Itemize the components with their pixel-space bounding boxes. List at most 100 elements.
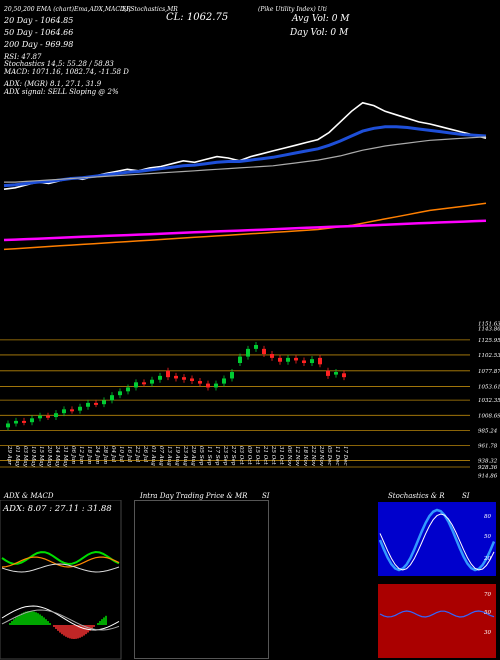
date-axis: 29 Apr 01 May 03 May 10 May 15 May 20 May 24 M… [6, 445, 348, 468]
long-ma-line [3, 219, 487, 242]
candle-body [318, 357, 322, 365]
date-label: 04 Jul [110, 446, 116, 462]
date-label: 29 Aug [190, 445, 196, 466]
date-label: 10 May [30, 446, 36, 468]
adx-readout: ADX: 8.07 : 27.11 : 31.88 [2, 504, 112, 514]
candle-body [78, 406, 82, 411]
candle-body [342, 373, 346, 378]
rsi-label: RSI: 47.87 [4, 53, 42, 61]
intraday-panel [134, 500, 269, 659]
candle-body [142, 382, 146, 385]
date-label: 15 Oct [254, 446, 260, 465]
day-vol: Day Vol: 0 M [290, 28, 349, 38]
date-label: 03 Oct [238, 446, 244, 465]
stoch-panel-title: Stochastics & R [388, 492, 445, 500]
candle-body [30, 418, 34, 423]
candle-body [150, 379, 154, 384]
intra-panel-title: Intra Day Trading Price & MR [140, 492, 248, 500]
price-axis-label: 1102.53 [478, 353, 500, 359]
candle-body [174, 375, 178, 379]
date-label: 23 Aug [182, 445, 188, 466]
date-label: 29 Apr [6, 445, 12, 465]
series-line-2 [4, 136, 487, 183]
ema200-label: 200 Day - 969.98 [4, 40, 74, 49]
stoch-k-line [378, 508, 496, 572]
series-line-1 [3, 125, 487, 188]
candle-body [326, 370, 330, 376]
close-price: CL: 1062.75 [166, 12, 229, 23]
candle-body [86, 402, 90, 407]
candle-body [262, 348, 266, 355]
price-axis-label: 1125.95 [478, 338, 500, 344]
candle-body [110, 395, 114, 401]
date-label: 31 Oct [278, 446, 284, 465]
date-label: 11 Sep [206, 446, 212, 466]
candle-body [198, 381, 202, 384]
stoch-scale-label: 50 [484, 534, 491, 540]
date-label: 18 Jun [86, 446, 92, 464]
stoch-scale-label: 20 [483, 556, 491, 562]
date-label: 06 Jun [70, 446, 76, 464]
date-label: 29 Nov [318, 445, 324, 467]
candle-body [230, 372, 234, 379]
rsi-scale-label: 30 [484, 630, 491, 636]
stoch-panel-title-b: SI [462, 492, 470, 500]
date-label: 18 Nov [302, 446, 308, 467]
date-label: 03 May [22, 446, 28, 468]
date-label: 17 Dec [342, 446, 348, 466]
macd-label: MACD: 1071.16, 1082.74, -11.58 D [4, 68, 129, 76]
ema20-label: 20 Day - 1064.85 [4, 16, 74, 25]
avg-vol: Avg Vol: 0 M [292, 14, 350, 24]
info-row1c: (Pike Utility Index) Uti [258, 6, 327, 13]
date-label: 10 Jul [118, 446, 124, 462]
price-axis-label: 1008.69 [478, 413, 500, 419]
signal-line [1, 609, 120, 631]
date-label: 25 Oct [270, 445, 276, 465]
stoch-scale-label: 80 [484, 514, 491, 520]
date-label: 12 Jun [78, 446, 84, 464]
adx-plus-line [1, 550, 120, 566]
date-label: 26 Jul [142, 445, 148, 462]
adx-signal: ADX signal: SELL Sloping @ 2% [4, 88, 119, 96]
stoch-d-line [379, 513, 495, 571]
date-label: 06 Nov [286, 446, 292, 467]
date-label: 23 Sep [222, 445, 228, 466]
price-axis-label: 1151.63 [478, 321, 500, 327]
date-label: 17 Sep [214, 446, 220, 466]
rsi-scale-label: 70 [484, 592, 491, 598]
price-axis-label: 938.32 [478, 459, 498, 465]
price-axis-label: 1077.87 [478, 369, 500, 375]
candle-body [22, 420, 26, 423]
adx-line [1, 563, 120, 573]
date-label: 01 Aug [150, 446, 156, 466]
date-label: 21 Oct [262, 445, 268, 465]
intra-panel-title-b: SI [262, 492, 270, 500]
candle-body [238, 356, 242, 364]
series-line-0 [3, 101, 487, 190]
candle-body [254, 345, 258, 349]
candle-body [158, 375, 162, 380]
rsi-line [379, 610, 495, 618]
candle-body [182, 377, 186, 380]
date-label: 05 Sep [198, 446, 204, 466]
candle-body [278, 357, 282, 362]
date-label: 20 May [46, 445, 52, 468]
stoch-label: Stochastics 14,5: 55.28 / 58.83 [4, 60, 114, 68]
candle-body [286, 357, 290, 362]
candle-body [126, 387, 130, 392]
date-label: 24 Jun [94, 445, 100, 464]
candle-body [70, 409, 74, 412]
series-line-3 [3, 202, 487, 251]
price-axis-label: 1143.86 [478, 326, 500, 332]
candle-body [94, 402, 98, 405]
candle-body [46, 415, 50, 418]
adx-label: ADX: (MGR) 8.1, 27.1, 31.9 [4, 80, 102, 88]
date-label: 11 Dec [334, 446, 340, 466]
date-label: 15 May [38, 446, 44, 468]
price-axis-label: 961.78 [478, 443, 498, 449]
adx-minus-line [1, 556, 120, 568]
candle-body [118, 391, 122, 396]
ema50-label: 50 Day - 1064.66 [4, 28, 74, 37]
price-axis-label: 1053.61 [478, 384, 500, 390]
